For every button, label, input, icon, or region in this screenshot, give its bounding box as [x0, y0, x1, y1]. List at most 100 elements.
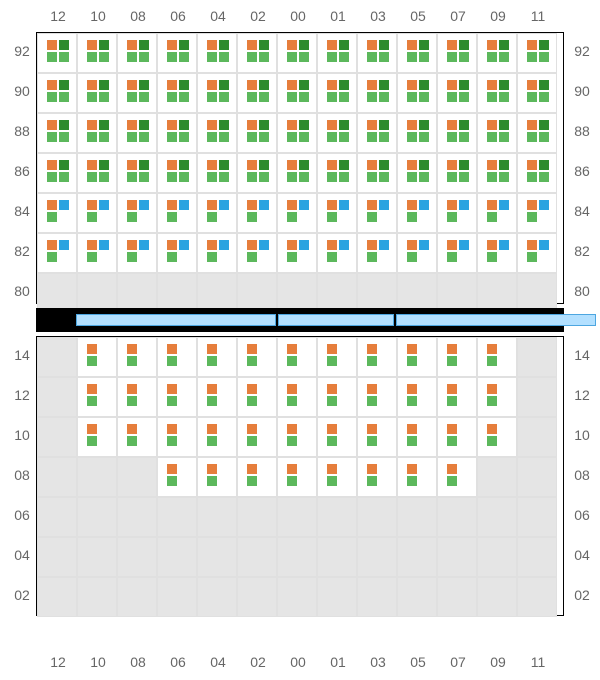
grid-cell: [117, 33, 157, 73]
status-indicator: [487, 384, 497, 394]
status-indicator: [247, 424, 257, 434]
status-indicator: [139, 52, 149, 62]
status-indicator: [327, 200, 337, 210]
status-indicator: [259, 240, 269, 250]
status-indicator: [447, 52, 457, 62]
status-indicator: [167, 396, 177, 406]
status-indicator: [327, 252, 337, 262]
grid-cell: [437, 537, 477, 577]
status-indicator: [339, 240, 349, 250]
row-label-left: 80: [8, 283, 36, 299]
grid-cell: [517, 457, 557, 497]
grid-cell: [477, 457, 517, 497]
grid-cell: [397, 337, 437, 377]
grid-cell: [397, 377, 437, 417]
status-indicator: [127, 384, 137, 394]
grid-cell: [477, 417, 517, 457]
status-indicator: [327, 240, 337, 250]
status-indicator: [407, 172, 417, 182]
row-label-left: 12: [8, 387, 36, 403]
grid-cell: [197, 337, 237, 377]
column-label: 10: [78, 654, 118, 670]
status-indicator: [259, 92, 269, 102]
status-indicator: [287, 172, 297, 182]
row-label-left: 84: [8, 203, 36, 219]
grid-cell: [37, 377, 77, 417]
status-indicator: [127, 120, 137, 130]
column-label: 06: [158, 8, 198, 24]
status-indicator: [59, 172, 69, 182]
grid-cell: [237, 457, 277, 497]
status-indicator: [87, 356, 97, 366]
grid-cell: [317, 537, 357, 577]
status-indicator: [459, 240, 469, 250]
status-indicator: [367, 252, 377, 262]
status-indicator: [179, 40, 189, 50]
column-label: 08: [118, 654, 158, 670]
grid-cell: [277, 377, 317, 417]
status-indicator: [407, 120, 417, 130]
status-indicator: [219, 200, 229, 210]
status-indicator: [367, 200, 377, 210]
status-indicator: [247, 240, 257, 250]
grid-cell: [437, 73, 477, 113]
status-indicator: [207, 384, 217, 394]
status-indicator: [287, 160, 297, 170]
grid-cell: [517, 113, 557, 153]
status-indicator: [367, 40, 377, 50]
column-label: 04: [198, 654, 238, 670]
status-indicator: [247, 476, 257, 486]
status-indicator: [287, 92, 297, 102]
status-indicator: [419, 200, 429, 210]
status-indicator: [447, 160, 457, 170]
status-indicator: [247, 212, 257, 222]
row-label-right: 84: [568, 203, 596, 219]
status-indicator: [379, 120, 389, 130]
status-indicator: [447, 132, 457, 142]
status-indicator: [247, 160, 257, 170]
status-indicator: [339, 80, 349, 90]
status-indicator: [539, 160, 549, 170]
grid-cell: [77, 377, 117, 417]
status-indicator: [487, 344, 497, 354]
grid-cell: [117, 153, 157, 193]
row-label-right: 06: [568, 507, 596, 523]
grid-cell: [437, 417, 477, 457]
grid-cell: [197, 113, 237, 153]
status-indicator: [447, 476, 457, 486]
status-indicator: [487, 424, 497, 434]
status-indicator: [247, 252, 257, 262]
status-indicator: [47, 172, 57, 182]
status-indicator: [207, 356, 217, 366]
status-indicator: [367, 344, 377, 354]
status-indicator: [139, 200, 149, 210]
status-indicator: [287, 240, 297, 250]
status-indicator: [167, 160, 177, 170]
status-indicator: [167, 212, 177, 222]
column-label: 03: [358, 8, 398, 24]
status-indicator: [287, 52, 297, 62]
status-indicator: [179, 160, 189, 170]
status-indicator: [127, 160, 137, 170]
grid-cell: [517, 233, 557, 273]
grid-cell: [237, 33, 277, 73]
status-indicator: [367, 120, 377, 130]
status-indicator: [499, 80, 509, 90]
grid-cell: [197, 33, 237, 73]
status-indicator: [527, 212, 537, 222]
status-indicator: [167, 120, 177, 130]
row-label-left: 82: [8, 243, 36, 259]
grid-cell: [277, 497, 317, 537]
status-indicator: [367, 172, 377, 182]
grid-cell: [477, 273, 517, 313]
grid-cell: [37, 497, 77, 537]
status-indicator: [299, 80, 309, 90]
status-indicator: [219, 132, 229, 142]
grid-cell: [157, 193, 197, 233]
status-indicator: [539, 80, 549, 90]
grid-cell: [77, 497, 117, 537]
status-indicator: [407, 436, 417, 446]
grid-cell: [37, 537, 77, 577]
grid-cell: [277, 73, 317, 113]
row-label-right: 82: [568, 243, 596, 259]
